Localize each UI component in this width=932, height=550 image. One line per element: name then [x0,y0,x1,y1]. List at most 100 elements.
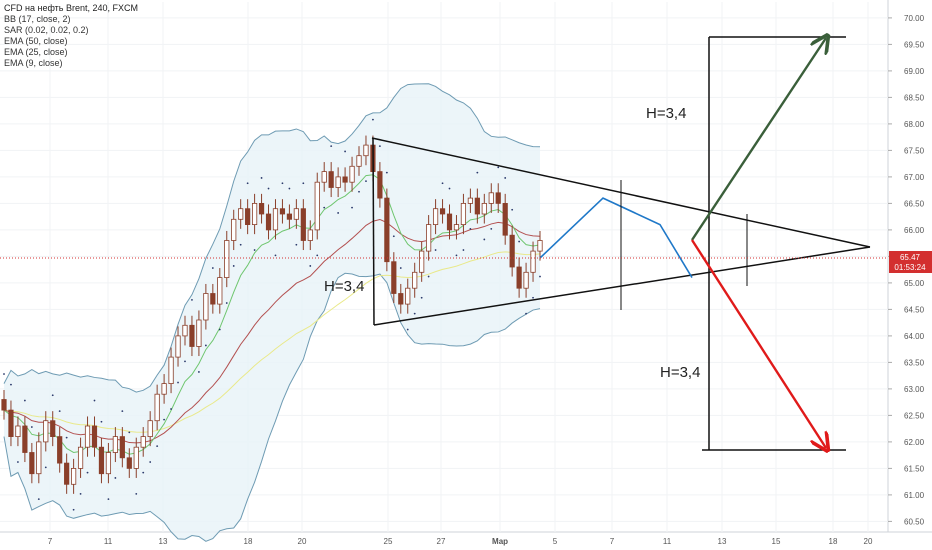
sar-dot [274,254,277,257]
candle-body [356,155,362,167]
candle-body [119,436,125,459]
sar-dot [30,426,33,428]
x-tick-label: 5 [553,537,558,546]
sar-dot [441,182,444,185]
sar-dot [358,190,360,193]
candle-body [57,436,63,464]
sar-dot [295,243,298,246]
bollinger-band-fill [4,83,540,542]
sar-dot [246,182,249,185]
candle-body [168,356,174,385]
sar-dot [149,461,152,463]
sar-dot [191,298,193,301]
target-down-arrow [690,239,826,448]
candle-body [300,208,306,241]
candle-body [64,462,70,485]
candle-body [98,446,105,475]
candle-body [516,266,522,289]
x-tick-label: 20 [298,537,307,546]
candle-body [50,420,56,438]
sar-dot [420,296,423,299]
candle-body [147,420,153,438]
candle-body [335,176,341,188]
candle-body [265,213,272,231]
indicator-sar[interactable]: SAR (0.02, 0.02, 0.2) [4,25,89,35]
indicator-bb[interactable]: BB (17, close, 2) [4,14,71,24]
candle-body [43,420,49,443]
sar-dot [128,431,131,434]
candle-body [377,171,383,199]
y-tick-label: 67.00 [904,173,925,182]
candle-body [460,202,467,225]
candle-body [189,324,195,347]
candle-body [231,218,237,241]
y-tick-label: 61.50 [904,464,925,473]
candle-body [398,293,404,305]
x-tick-label: 27 [437,537,446,546]
sar-dot [490,227,493,230]
sar-dot [51,394,54,397]
sar-dot [351,206,353,209]
sar-dot [142,471,145,474]
y-tick-label: 66.50 [904,199,925,208]
indicator-ema50[interactable]: EMA (50, close) [4,36,68,46]
sar-dot [483,238,486,241]
sar-dot [163,418,166,421]
sar-dot [399,267,402,269]
candle-body [272,208,279,231]
sar-dot [518,240,521,243]
y-tick-label: 63.50 [904,358,925,367]
candle-body [1,399,7,411]
sar-dot [288,187,291,190]
sar-dot [114,477,117,479]
sar-dot [302,182,305,185]
candle-body [307,229,313,241]
candle-body [84,425,91,448]
candle-body [161,383,167,395]
candle-body [140,436,146,448]
sar-dot [107,498,110,501]
sar-dot [79,492,82,495]
candle-body [36,441,42,475]
candle-body [523,271,529,289]
candle-body [196,319,202,347]
sar-dot [225,302,228,304]
x-tick-label: 15 [772,537,781,546]
sar-dot [539,275,541,278]
indicator-ema9[interactable]: EMA (9, close) [4,58,63,68]
candle-body [432,208,439,225]
candle-body [154,393,160,422]
bollinger-lower [3,272,541,542]
candle-body [258,202,265,215]
y-tick-label: 70.00 [904,14,925,23]
candle-body [467,197,473,204]
candle-body [71,467,77,485]
x-tick-label: 25 [384,537,393,546]
ema50-line [3,251,541,433]
candle-body [105,452,112,475]
candle-body [238,208,244,220]
sar-dot [170,408,172,410]
candle-body [446,213,453,231]
candle-body [495,192,501,204]
sar-dot [135,492,138,495]
projection-path [539,197,693,279]
candle-body [91,425,98,448]
sar-dot [37,498,40,501]
candle-body [210,293,216,305]
candle-body [342,176,348,183]
candle-body [391,261,397,294]
sar-dot [462,249,465,251]
sar-dot [427,275,430,278]
sar-dot [211,267,214,269]
y-tick-label: 62.00 [904,438,925,447]
sar-dot [532,296,534,299]
candle-body [328,171,334,188]
sar-dot [372,118,374,121]
sar-dot [72,508,75,511]
y-tick-label: 69.50 [904,40,925,49]
sar-dot [10,383,12,386]
indicator-ema25[interactable]: EMA (25, close) [4,47,68,57]
